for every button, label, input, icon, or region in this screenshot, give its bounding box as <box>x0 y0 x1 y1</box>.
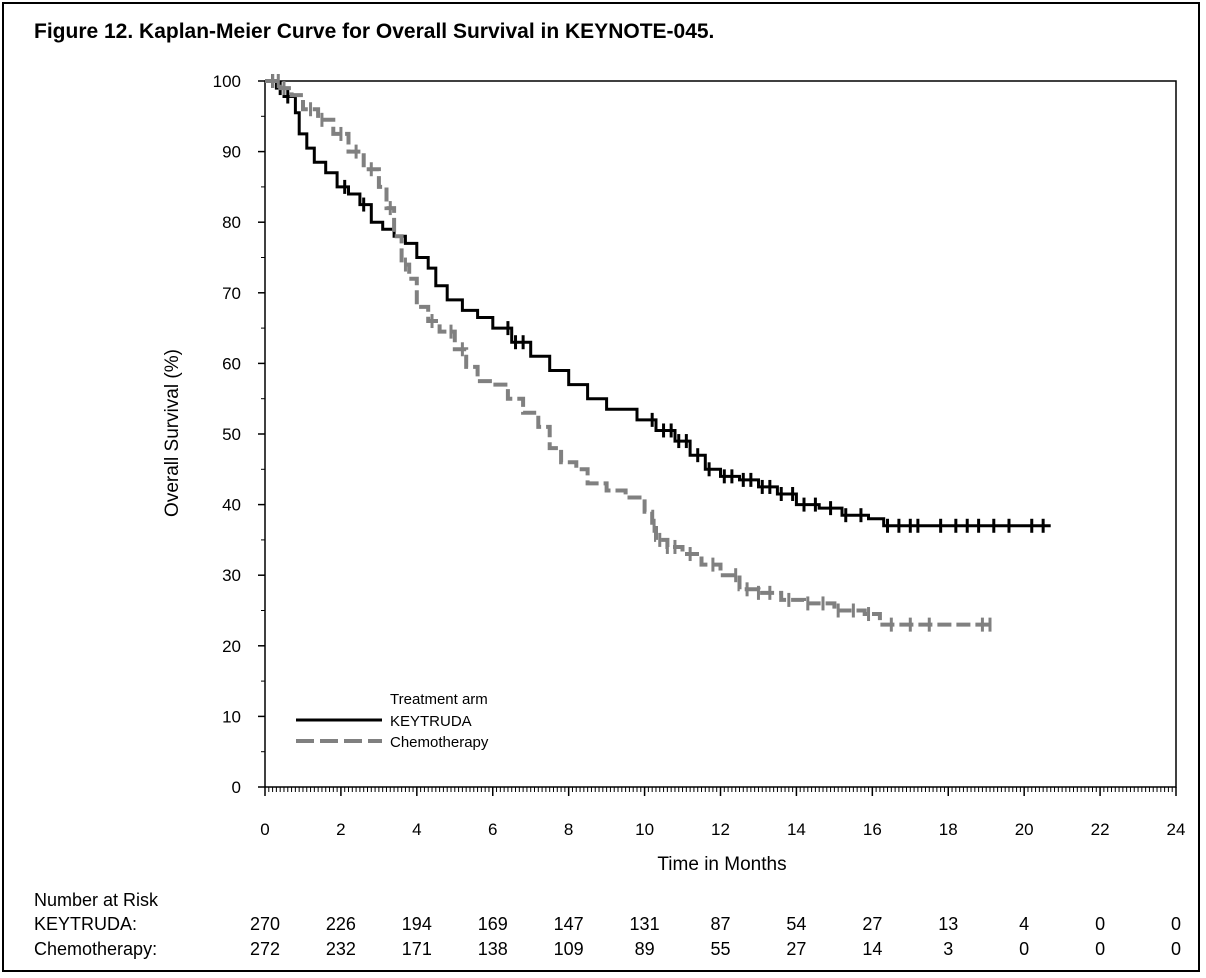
y-tick-label: 0 <box>232 778 241 797</box>
y-tick-label: 30 <box>222 566 241 585</box>
risk-count: 87 <box>710 914 730 934</box>
km-curve-keytruda <box>265 79 1051 528</box>
risk-count: 14 <box>862 939 882 959</box>
x-tick-label: 4 <box>412 820 421 839</box>
curves <box>265 74 1051 632</box>
risk-count: 147 <box>554 914 584 934</box>
series-chemotherapy <box>265 74 992 632</box>
risk-count: 0 <box>1095 914 1105 934</box>
risk-count: 89 <box>635 939 655 959</box>
risk-row-label-keytruda: KEYTRUDA: <box>34 914 137 934</box>
y-tick-label: 90 <box>222 143 241 162</box>
risk-count: 194 <box>402 914 432 934</box>
x-tick-label: 12 <box>711 820 730 839</box>
x-tick-label: 20 <box>1015 820 1034 839</box>
y-tick-label: 60 <box>222 354 241 373</box>
risk-count: 272 <box>250 939 280 959</box>
series-keytruda <box>265 74 1051 533</box>
legend: Treatment arm KEYTRUDA Chemotherapy <box>296 691 489 751</box>
x-tick-label: 24 <box>1167 820 1186 839</box>
risk-count: 270 <box>250 914 280 934</box>
y-tick-label: 80 <box>222 213 241 232</box>
risk-count: 3 <box>943 939 953 959</box>
risk-count: 4 <box>1019 914 1029 934</box>
x-tick-label: 18 <box>939 820 958 839</box>
risk-count: 0 <box>1171 914 1181 934</box>
legend-title: Treatment arm <box>390 691 488 708</box>
x-tick-label: 8 <box>564 820 573 839</box>
risk-count: 0 <box>1019 939 1029 959</box>
legend-label-chemotherapy: Chemotherapy <box>390 734 489 751</box>
x-axis-label: Time in Months <box>657 854 786 875</box>
legend-label-keytruda: KEYTRUDA <box>390 713 472 730</box>
risk-count: 232 <box>326 939 356 959</box>
risk-count: 171 <box>402 939 432 959</box>
y-tick-label: 40 <box>222 496 241 515</box>
risk-count: 54 <box>786 914 806 934</box>
x-tick-label: 14 <box>787 820 806 839</box>
risk-table: Number at Risk KEYTRUDA: Chemotherapy: 2… <box>34 890 1181 959</box>
plot-area <box>264 80 1177 788</box>
x-tick-label: 2 <box>336 820 345 839</box>
risk-row-label-chemotherapy: Chemotherapy: <box>34 939 157 959</box>
risk-count: 27 <box>786 939 806 959</box>
risk-count: 109 <box>554 939 584 959</box>
km-curve-chemotherapy <box>265 79 990 627</box>
y-tick-label: 70 <box>222 284 241 303</box>
risk-count: 0 <box>1095 939 1105 959</box>
risk-count: 13 <box>938 914 958 934</box>
risk-count: 169 <box>478 914 508 934</box>
x-tick-label: 10 <box>635 820 654 839</box>
x-tick-label: 22 <box>1091 820 1110 839</box>
risk-count: 131 <box>630 914 660 934</box>
y-tick-label: 50 <box>222 425 241 444</box>
risk-count: 226 <box>326 914 356 934</box>
risk-count: 138 <box>478 939 508 959</box>
y-tick-label: 10 <box>222 707 241 726</box>
x-tick-label: 0 <box>260 820 269 839</box>
chart-title: Figure 12. Kaplan-Meier Curve for Overal… <box>34 20 715 43</box>
y-axis-label: Overall Survival (%) <box>162 349 183 517</box>
risk-count: 27 <box>862 914 882 934</box>
x-tick-label: 6 <box>488 820 497 839</box>
risk-count: 55 <box>710 939 730 959</box>
risk-count: 0 <box>1171 939 1181 959</box>
y-tick-label: 100 <box>213 72 241 91</box>
y-tick-label: 20 <box>222 637 241 656</box>
risk-table-header: Number at Risk <box>34 890 159 910</box>
x-tick-label: 16 <box>863 820 882 839</box>
